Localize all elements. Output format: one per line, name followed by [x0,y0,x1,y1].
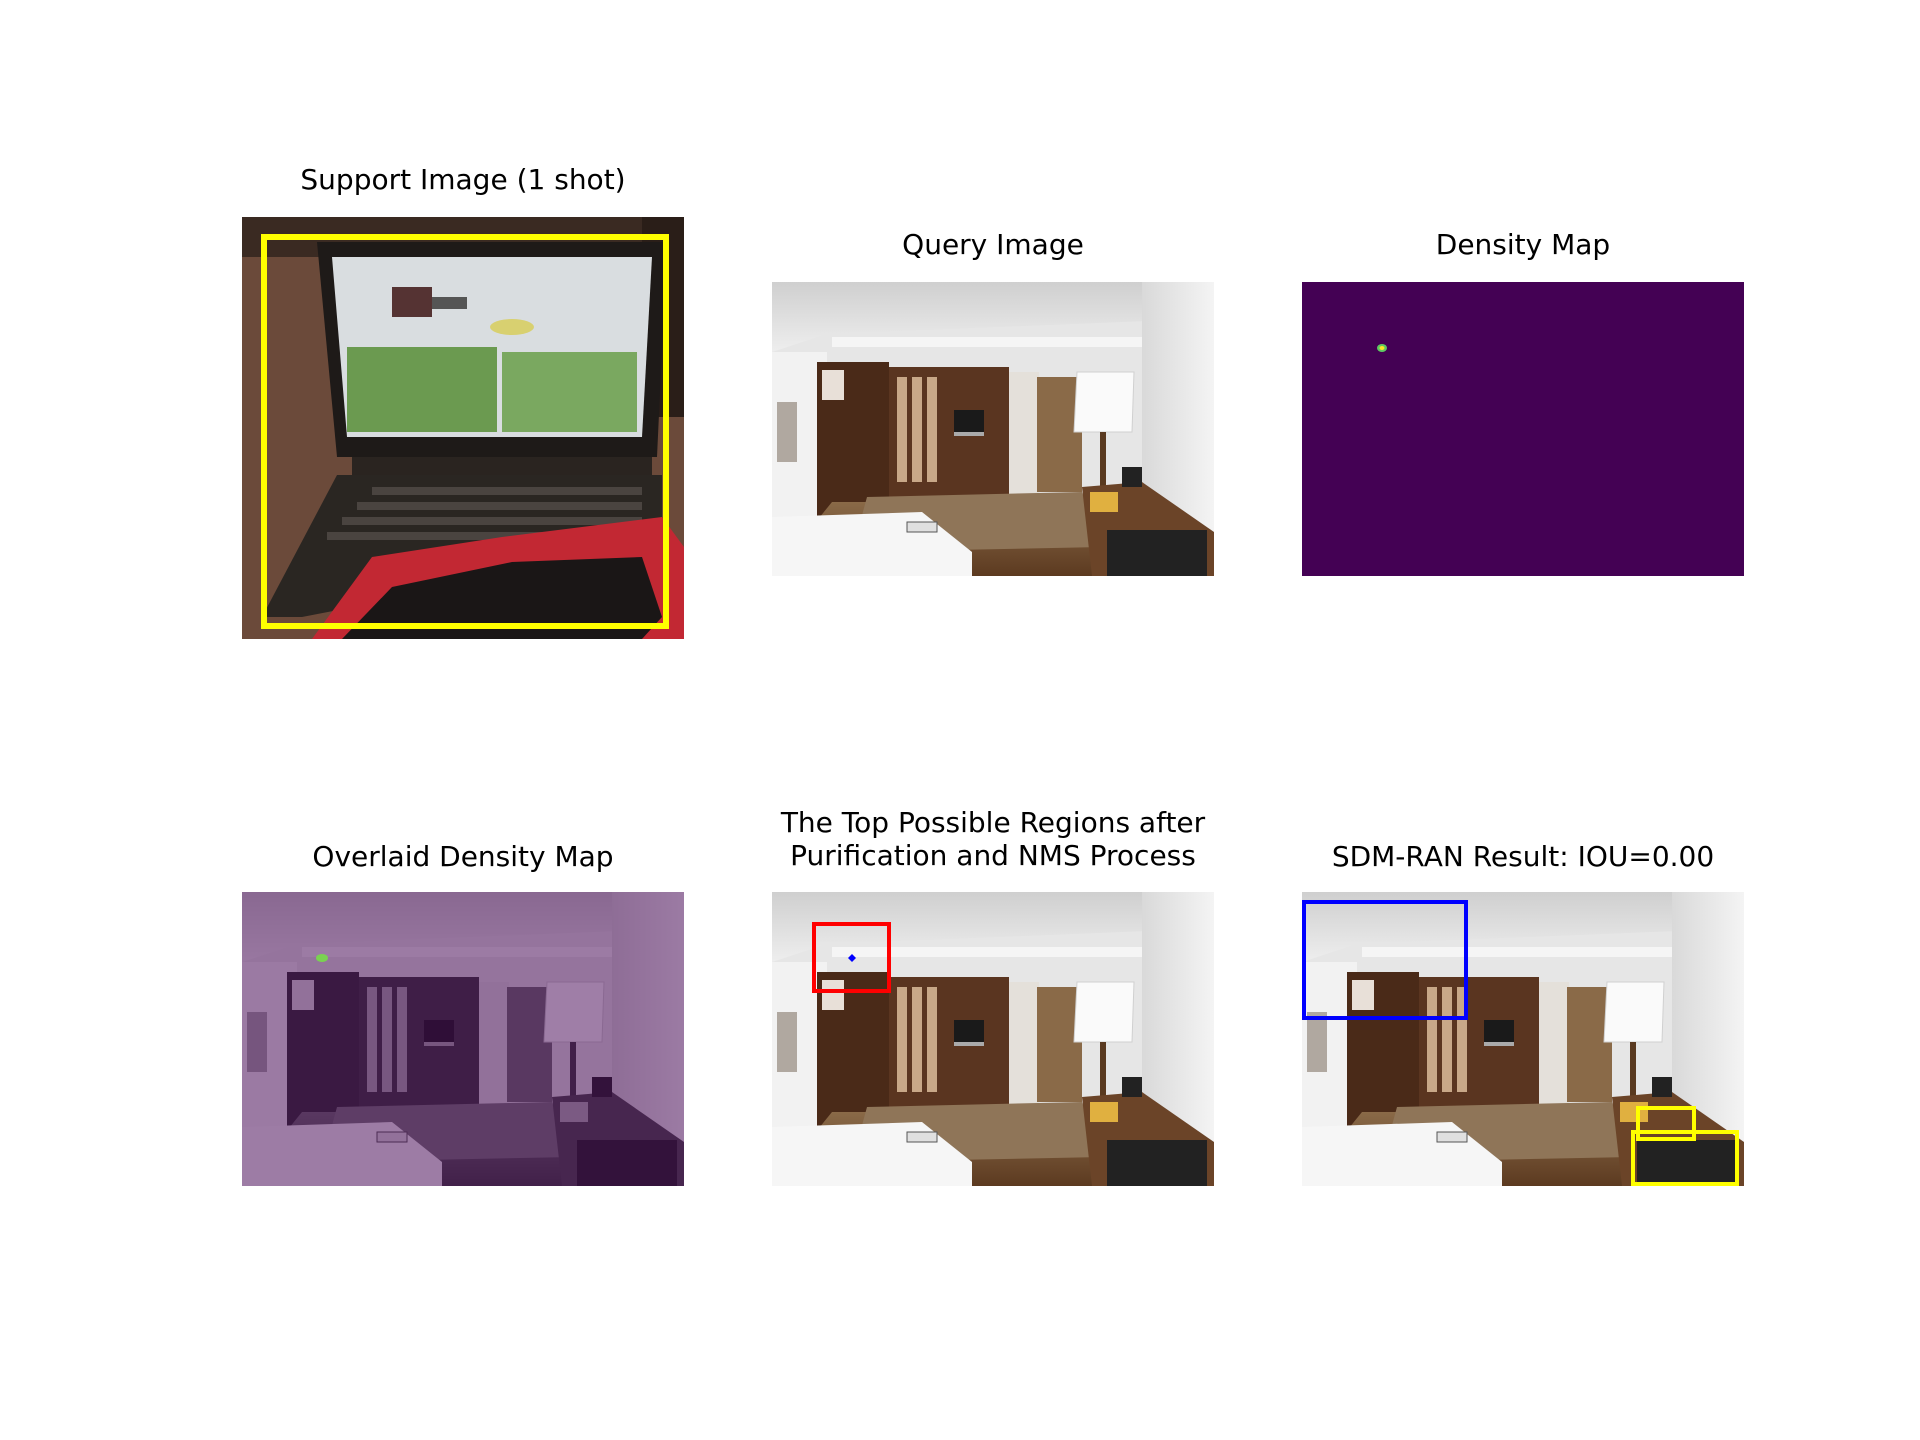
ground-truth-box-1 [1636,1106,1696,1141]
candidate-region-point [848,954,856,962]
support-image [242,217,684,639]
ground-truth-box-2 [1631,1130,1739,1186]
result-image [1302,892,1744,1186]
candidate-region-box [812,922,891,993]
query-image [772,282,1214,576]
top-regions-title-line-2: Purification and NMS Process [790,839,1196,872]
density-map-title: Density Map [1435,228,1611,261]
density-map [1302,282,1744,576]
overlaid-density-peak [316,954,328,962]
overlaid-density-map-title: Overlaid Density Map [312,840,614,873]
support-image-title: Support Image (1 shot) [300,163,626,196]
result-title: SDM-RAN Result: IOU=0.00 [1331,840,1715,873]
top-regions-image [772,892,1214,1186]
support-bounding-box [261,234,669,629]
top-regions-title: The Top Possible Regions after Purificat… [733,806,1253,872]
overlaid-density-map [242,892,684,1186]
query-image-title: Query Image [902,228,1084,261]
predicted-box [1302,900,1468,1020]
top-regions-title-line-1: The Top Possible Regions after [780,806,1206,839]
